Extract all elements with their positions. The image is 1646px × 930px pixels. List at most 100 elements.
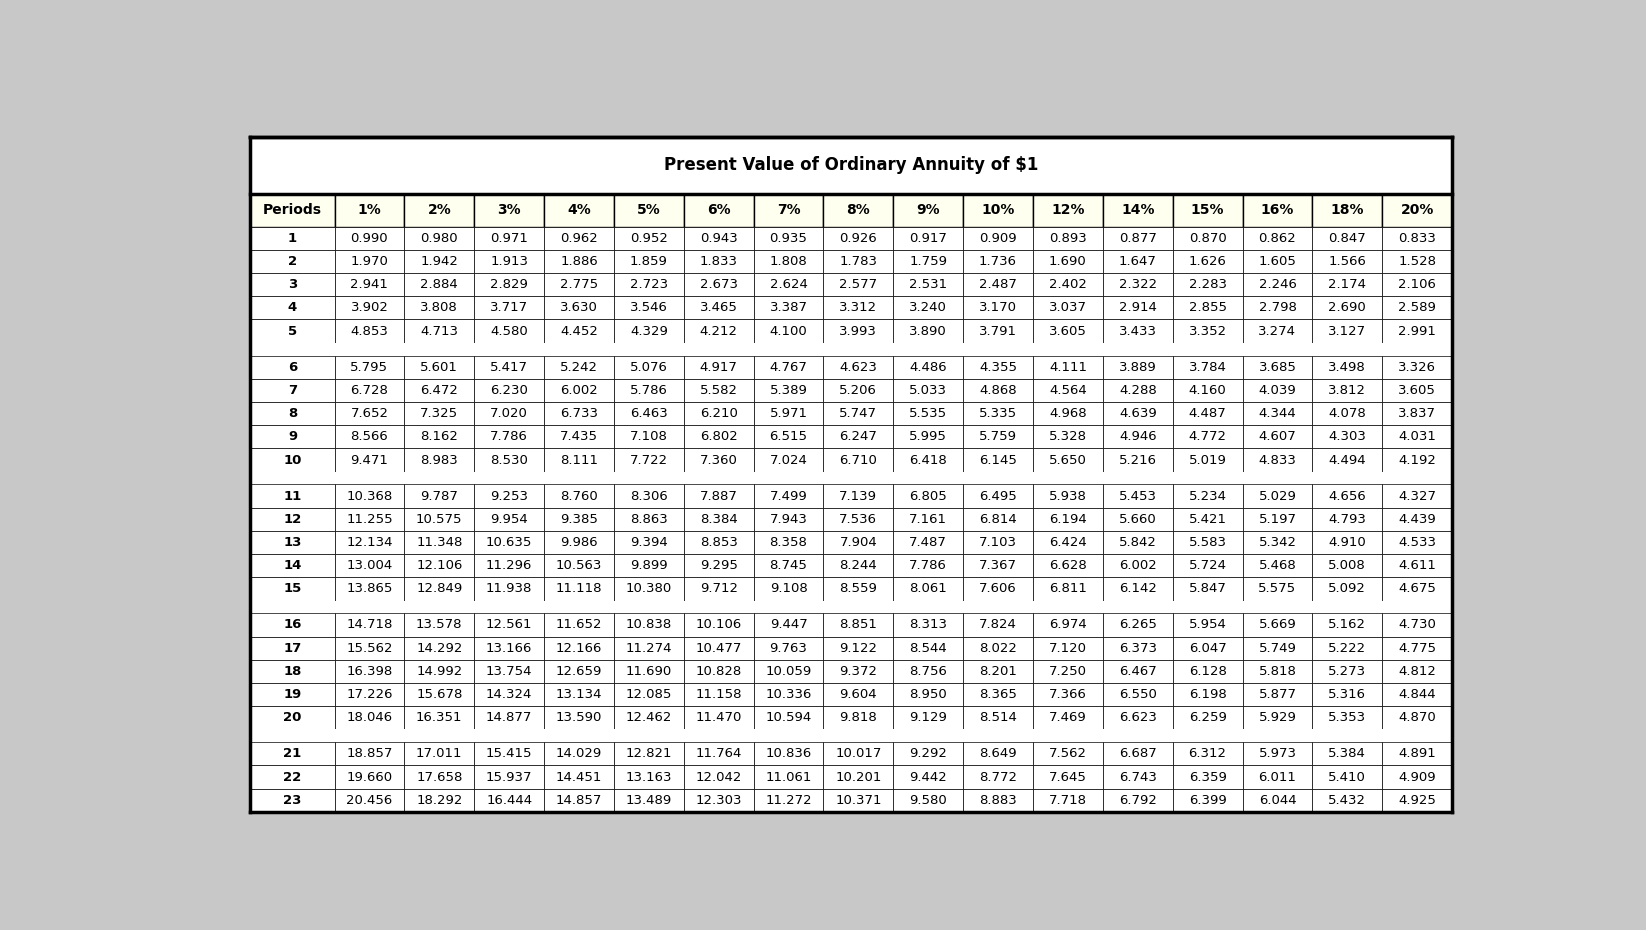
Bar (823, 425, 894, 448)
Text: 13.489: 13.489 (625, 794, 672, 807)
Text: 5%: 5% (637, 204, 660, 218)
Text: 4.212: 4.212 (700, 325, 737, 338)
Text: 4: 4 (288, 301, 296, 314)
Text: 5.316: 5.316 (1328, 688, 1366, 701)
Text: 14%: 14% (1121, 204, 1154, 218)
Bar (683, 636, 754, 659)
Bar (545, 683, 614, 706)
Text: 5.747: 5.747 (839, 407, 877, 420)
Text: 4.946: 4.946 (1119, 431, 1157, 444)
Bar (545, 508, 614, 531)
Text: 9.763: 9.763 (770, 642, 808, 655)
Text: 10.575: 10.575 (416, 512, 463, 525)
Text: 6%: 6% (706, 204, 731, 218)
Text: 14.029: 14.029 (556, 748, 602, 761)
Text: 2: 2 (288, 255, 296, 268)
Bar (1103, 742, 1172, 765)
Bar (250, 273, 334, 297)
Bar (1383, 402, 1452, 425)
Text: 3.784: 3.784 (1188, 361, 1226, 374)
Bar (1034, 659, 1103, 683)
Bar (823, 683, 894, 706)
Bar (1312, 485, 1383, 508)
Bar (545, 531, 614, 554)
Text: 12.042: 12.042 (696, 771, 742, 784)
Bar (823, 614, 894, 636)
Bar (894, 742, 963, 765)
Bar (1383, 742, 1452, 765)
Text: 3.037: 3.037 (1049, 301, 1086, 314)
Text: 7.139: 7.139 (839, 489, 877, 502)
Text: 9.372: 9.372 (839, 665, 877, 678)
Bar (1172, 659, 1243, 683)
Text: 4.910: 4.910 (1328, 536, 1366, 549)
Text: 8.863: 8.863 (630, 512, 668, 525)
Text: 0.971: 0.971 (491, 232, 528, 245)
Text: 3.274: 3.274 (1259, 325, 1297, 338)
Bar (683, 789, 754, 812)
Bar (1312, 194, 1383, 227)
Bar (474, 706, 545, 729)
Bar (614, 508, 683, 531)
Text: 6.463: 6.463 (630, 407, 668, 420)
Bar (250, 765, 334, 789)
Text: 0.917: 0.917 (909, 232, 946, 245)
Bar (754, 425, 823, 448)
Text: 6.194: 6.194 (1049, 512, 1086, 525)
Text: 1.528: 1.528 (1397, 255, 1437, 268)
Text: 0.847: 0.847 (1328, 232, 1366, 245)
Bar (754, 508, 823, 531)
Bar (963, 250, 1034, 273)
Text: 10.106: 10.106 (696, 618, 742, 631)
Bar (405, 636, 474, 659)
Bar (405, 659, 474, 683)
Text: 4.039: 4.039 (1259, 384, 1297, 397)
Text: 4.580: 4.580 (491, 325, 528, 338)
Text: 3.808: 3.808 (420, 301, 458, 314)
Text: 10.828: 10.828 (696, 665, 742, 678)
Bar (334, 297, 405, 320)
Bar (894, 355, 963, 379)
Bar (1172, 227, 1243, 250)
Bar (1383, 273, 1452, 297)
Bar (1172, 425, 1243, 448)
Text: 9.394: 9.394 (630, 536, 668, 549)
Bar (250, 706, 334, 729)
Bar (963, 531, 1034, 554)
Bar (823, 742, 894, 765)
Text: 6.210: 6.210 (700, 407, 737, 420)
Bar (754, 578, 823, 601)
Bar (1034, 355, 1103, 379)
Text: 6.145: 6.145 (979, 454, 1017, 467)
Text: 5.234: 5.234 (1188, 489, 1226, 502)
Text: 9.108: 9.108 (770, 582, 808, 595)
Bar (1243, 402, 1312, 425)
Text: 5.242: 5.242 (560, 361, 597, 374)
Bar (474, 379, 545, 402)
Text: 0.935: 0.935 (770, 232, 808, 245)
Bar (1383, 485, 1452, 508)
Text: 11.272: 11.272 (765, 794, 811, 807)
Text: 9.954: 9.954 (491, 512, 528, 525)
Text: 9.442: 9.442 (909, 771, 946, 784)
Text: 20.456: 20.456 (346, 794, 392, 807)
Bar (545, 194, 614, 227)
Text: 5: 5 (288, 325, 296, 338)
Text: 0.926: 0.926 (839, 232, 877, 245)
Text: 5.008: 5.008 (1328, 559, 1366, 572)
Bar (1034, 614, 1103, 636)
Text: 12.821: 12.821 (625, 748, 672, 761)
Text: 12.462: 12.462 (625, 711, 672, 724)
Text: 4.533: 4.533 (1397, 536, 1437, 549)
Text: 5.216: 5.216 (1119, 454, 1157, 467)
Text: 9.787: 9.787 (420, 489, 458, 502)
Bar (683, 379, 754, 402)
Bar (683, 485, 754, 508)
Text: 11.274: 11.274 (625, 642, 672, 655)
Bar (334, 636, 405, 659)
Text: 9.986: 9.986 (560, 536, 597, 549)
Text: 9.253: 9.253 (491, 489, 528, 502)
Text: 5.410: 5.410 (1328, 771, 1366, 784)
Bar (545, 402, 614, 425)
Text: 1.690: 1.690 (1049, 255, 1086, 268)
